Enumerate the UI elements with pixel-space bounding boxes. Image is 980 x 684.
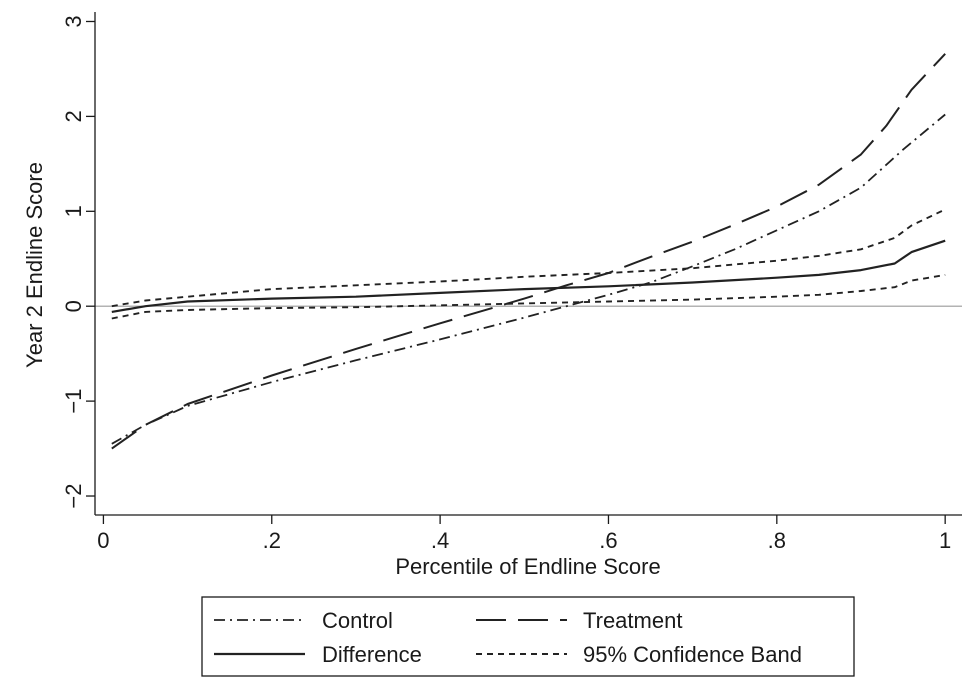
legend-label-difference: Difference — [322, 642, 422, 667]
y-ticks: −2 −1 0 1 2 3 — [61, 15, 95, 509]
x-tick-label: .8 — [768, 528, 786, 553]
y-axis-label: Year 2 Endline Score — [22, 162, 47, 368]
x-tick-label: 1 — [939, 528, 951, 553]
y-tick-label: −2 — [61, 483, 86, 508]
x-tick-label: 0 — [97, 528, 109, 553]
plot-area — [95, 53, 962, 450]
y-tick-label: 2 — [61, 110, 86, 122]
y-tick-label: −1 — [61, 389, 86, 414]
series-line-3 — [111, 208, 946, 308]
x-tick-label: .6 — [599, 528, 617, 553]
x-tick-label: .2 — [263, 528, 281, 553]
axes: −2 −1 0 1 2 3 0 .2 .4 .6 .8 1 — [61, 12, 962, 553]
y-tick-label: 0 — [61, 300, 86, 312]
y-tick-label: 1 — [61, 205, 86, 217]
series-layer — [111, 53, 946, 450]
series-line-1 — [111, 53, 946, 450]
x-tick-label: .4 — [431, 528, 449, 553]
legend-label-control: Control — [322, 608, 393, 633]
x-axis-label: Percentile of Endline Score — [395, 554, 660, 579]
legend-label-confidence-band: 95% Confidence Band — [583, 642, 802, 667]
series-line-2 — [111, 239, 946, 313]
x-ticks: 0 .2 .4 .6 .8 1 — [97, 515, 951, 553]
legend-label-treatment: Treatment — [583, 608, 682, 633]
legend: Control Treatment Difference 95% Confide… — [201, 596, 855, 677]
series-line-4 — [111, 273, 946, 320]
legend-frame — [201, 596, 855, 677]
series-line-0 — [111, 113, 946, 445]
y-tick-label: 3 — [61, 15, 86, 27]
